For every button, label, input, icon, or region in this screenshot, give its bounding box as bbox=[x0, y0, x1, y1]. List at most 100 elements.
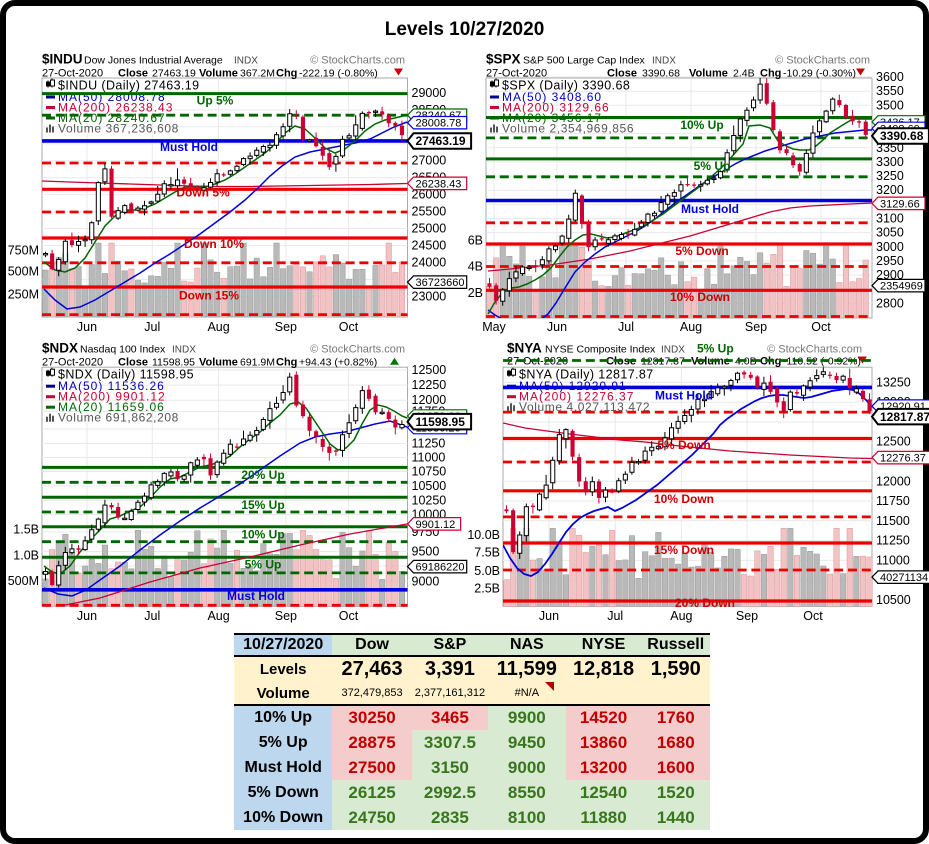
svg-text:11500: 11500 bbox=[876, 514, 910, 528]
svg-text:11598.95: 11598.95 bbox=[152, 357, 195, 369]
svg-text:27-Oct-2020: 27-Oct-2020 bbox=[42, 357, 103, 369]
svg-text:12500: 12500 bbox=[412, 363, 447, 377]
svg-text:13250: 13250 bbox=[876, 375, 911, 389]
svg-text:250M: 250M bbox=[8, 288, 39, 302]
svg-text:Sep: Sep bbox=[275, 609, 297, 623]
svg-text:10% Down: 10% Down bbox=[654, 492, 714, 506]
svg-text:Oct: Oct bbox=[803, 609, 823, 623]
svg-text:© StockCharts.com: © StockCharts.com bbox=[767, 344, 862, 356]
svg-text:9901.12: 9901.12 bbox=[416, 519, 456, 531]
svg-text:12817.87: 12817.87 bbox=[880, 410, 929, 424]
svg-text:Down 15%: Down 15% bbox=[179, 289, 239, 303]
svg-text:9500: 9500 bbox=[412, 545, 440, 559]
svg-text:Down 10%: Down 10% bbox=[184, 237, 244, 251]
svg-text:69186220: 69186220 bbox=[416, 562, 465, 574]
svg-text:36723660: 36723660 bbox=[416, 277, 465, 289]
svg-text:Jun: Jun bbox=[539, 609, 559, 623]
svg-text:© StockCharts.com: © StockCharts.com bbox=[310, 55, 405, 67]
svg-text:Volume: Volume bbox=[689, 68, 728, 80]
svg-text:Dow Jones Industrial Average: Dow Jones Industrial Average bbox=[84, 55, 223, 67]
svg-text:-10.29 (-0.30%): -10.29 (-0.30%) bbox=[783, 68, 856, 80]
svg-text:Jul: Jul bbox=[144, 609, 160, 623]
svg-text:MA(200) 3129.66: MA(200) 3129.66 bbox=[502, 101, 610, 115]
svg-text:10750: 10750 bbox=[412, 465, 447, 479]
svg-text:Jul: Jul bbox=[144, 320, 160, 334]
svg-text:Must Hold: Must Hold bbox=[227, 589, 285, 603]
svg-text:$INDU: $INDU bbox=[42, 52, 83, 67]
svg-text:500M: 500M bbox=[8, 574, 39, 588]
svg-text:26000: 26000 bbox=[412, 188, 447, 202]
svg-text:3000: 3000 bbox=[876, 240, 904, 254]
svg-text:10.0B: 10.0B bbox=[467, 528, 500, 542]
svg-text:5% Up: 5% Up bbox=[697, 342, 734, 356]
svg-text:40271134: 40271134 bbox=[880, 572, 928, 584]
svg-text:11000: 11000 bbox=[412, 451, 446, 465]
svg-text:Jun: Jun bbox=[77, 609, 97, 623]
svg-text:Jul: Jul bbox=[618, 320, 634, 334]
svg-text:2800: 2800 bbox=[876, 296, 904, 310]
svg-text:5.0B: 5.0B bbox=[474, 564, 500, 578]
svg-text:10500: 10500 bbox=[876, 593, 911, 607]
svg-text:25500: 25500 bbox=[412, 205, 447, 219]
svg-text:+94.43 (+0.82%): +94.43 (+0.82%) bbox=[299, 357, 377, 369]
svg-text:12000: 12000 bbox=[876, 474, 911, 488]
svg-text:5% Down: 5% Down bbox=[657, 438, 710, 452]
svg-text:Close: Close bbox=[118, 68, 148, 80]
svg-text:Aug: Aug bbox=[207, 320, 229, 334]
svg-text:MA(20) 11659.06: MA(20) 11659.06 bbox=[58, 400, 165, 414]
svg-text:20% Up: 20% Up bbox=[241, 468, 284, 482]
svg-text:Down 5%: Down 5% bbox=[176, 186, 230, 200]
svg-text:Sep: Sep bbox=[745, 320, 767, 334]
svg-text:Volume: Volume bbox=[199, 357, 238, 369]
svg-text:12276.37: 12276.37 bbox=[880, 453, 926, 465]
svg-text:Chg: Chg bbox=[760, 68, 781, 80]
svg-text:2354969: 2354969 bbox=[880, 281, 923, 293]
svg-text:29000: 29000 bbox=[412, 86, 447, 100]
svg-text:Sep: Sep bbox=[275, 320, 297, 334]
svg-text:2.5B: 2.5B bbox=[474, 582, 500, 596]
svg-text:Volume 2,354,969,856: Volume 2,354,969,856 bbox=[502, 122, 634, 136]
svg-text:-222.19 (-0.80%): -222.19 (-0.80%) bbox=[299, 68, 378, 80]
svg-text:3200: 3200 bbox=[876, 183, 904, 197]
svg-text:$NYA: $NYA bbox=[507, 341, 542, 356]
svg-text:27000: 27000 bbox=[412, 154, 447, 168]
svg-text:Volume: Volume bbox=[199, 68, 238, 80]
svg-text:3390.68: 3390.68 bbox=[642, 68, 680, 80]
svg-text:27463.19: 27463.19 bbox=[152, 68, 196, 80]
svg-text:Must Hold: Must Hold bbox=[655, 388, 713, 402]
svg-text:1.5B: 1.5B bbox=[13, 523, 39, 537]
svg-text:Aug: Aug bbox=[207, 609, 229, 623]
svg-text:$NDX (Daily) 11598.95: $NDX (Daily) 11598.95 bbox=[58, 368, 194, 382]
svg-text:24500: 24500 bbox=[412, 239, 447, 253]
svg-text:10500: 10500 bbox=[412, 479, 447, 493]
svg-text:5% Up: 5% Up bbox=[245, 558, 282, 572]
svg-text:Jul: Jul bbox=[607, 609, 623, 623]
svg-text:$NYA (Daily) 12817.87: $NYA (Daily) 12817.87 bbox=[519, 368, 654, 382]
svg-text:$INDU (Daily) 27463.19: $INDU (Daily) 27463.19 bbox=[58, 79, 200, 93]
svg-text:6B: 6B bbox=[468, 234, 483, 248]
svg-text:Nasdaq 100 Index: Nasdaq 100 Index bbox=[80, 344, 166, 356]
svg-text:© StockCharts.com: © StockCharts.com bbox=[310, 344, 405, 356]
svg-text:Oct: Oct bbox=[339, 609, 359, 623]
svg-text:15% Up: 15% Up bbox=[241, 498, 284, 512]
svg-text:2950: 2950 bbox=[876, 254, 904, 268]
svg-text:12000: 12000 bbox=[412, 393, 447, 407]
svg-text:Close: Close bbox=[607, 68, 637, 80]
svg-text:3129.66: 3129.66 bbox=[880, 198, 920, 210]
svg-text:2B: 2B bbox=[468, 286, 483, 300]
svg-text:INDX: INDX bbox=[172, 345, 196, 356]
svg-text:9000: 9000 bbox=[412, 574, 440, 588]
svg-text:11598.95: 11598.95 bbox=[416, 415, 466, 429]
svg-text:10% Down: 10% Down bbox=[670, 290, 730, 304]
svg-text:27-Oct-2020: 27-Oct-2020 bbox=[486, 68, 547, 80]
svg-text:INDX: INDX bbox=[234, 56, 258, 67]
svg-text:Volume 367,236,608: Volume 367,236,608 bbox=[58, 122, 179, 136]
svg-text:3600: 3600 bbox=[876, 70, 904, 84]
svg-text:3250: 3250 bbox=[876, 169, 904, 183]
svg-text:2900: 2900 bbox=[876, 268, 904, 282]
svg-text:24000: 24000 bbox=[412, 255, 447, 269]
svg-text:10% Up: 10% Up bbox=[680, 118, 723, 132]
svg-text:3550: 3550 bbox=[876, 84, 904, 98]
svg-text:© StockCharts.com: © StockCharts.com bbox=[775, 55, 870, 67]
svg-text:Must Hold: Must Hold bbox=[160, 140, 218, 154]
